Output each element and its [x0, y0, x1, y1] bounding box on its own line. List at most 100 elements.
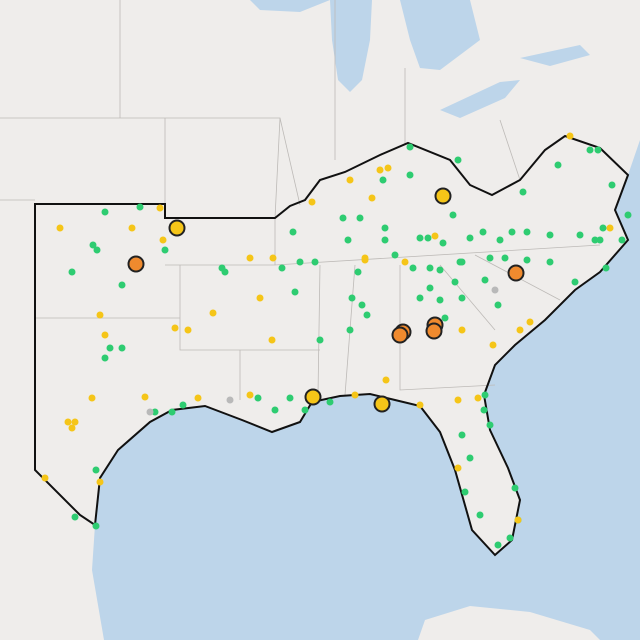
marker — [246, 391, 254, 399]
marker — [576, 231, 584, 239]
marker — [519, 188, 527, 196]
marker — [454, 464, 462, 472]
large-marker — [304, 388, 322, 406]
marker — [254, 394, 262, 402]
marker — [458, 431, 466, 439]
marker — [68, 424, 76, 432]
water — [92, 0, 640, 640]
marker — [161, 246, 169, 254]
marker — [71, 513, 79, 521]
marker — [221, 268, 229, 276]
marker — [316, 336, 324, 344]
large-marker — [425, 322, 443, 340]
lake-michigan — [330, 0, 372, 92]
marker — [151, 408, 159, 416]
marker — [546, 231, 554, 239]
marker — [451, 278, 459, 286]
marker — [118, 281, 126, 289]
marker — [194, 394, 202, 402]
marker — [416, 294, 424, 302]
marker — [354, 268, 362, 276]
large-marker — [373, 395, 391, 413]
marker — [379, 176, 387, 184]
marker — [458, 294, 466, 302]
marker — [171, 324, 179, 332]
lake-ontario — [520, 45, 590, 66]
marker — [358, 301, 366, 309]
marker — [481, 276, 489, 284]
marker — [441, 314, 449, 322]
marker — [566, 132, 574, 140]
marker — [88, 394, 96, 402]
marker — [426, 284, 434, 292]
marker — [368, 194, 376, 202]
marker — [401, 258, 409, 266]
marker — [209, 309, 217, 317]
marker — [271, 406, 279, 414]
marker — [480, 406, 488, 414]
marker — [141, 393, 149, 401]
large-marker — [168, 219, 186, 237]
marker — [606, 224, 614, 232]
marker — [136, 203, 144, 211]
marker — [64, 418, 72, 426]
marker — [409, 264, 417, 272]
marker — [68, 268, 76, 276]
marker — [348, 294, 356, 302]
marker — [101, 331, 109, 339]
marker — [466, 234, 474, 242]
marker — [489, 341, 497, 349]
marker — [159, 236, 167, 244]
marker — [494, 541, 502, 549]
marker — [474, 394, 482, 402]
marker — [431, 232, 439, 240]
marker — [246, 254, 254, 262]
marker — [268, 336, 276, 344]
marker — [92, 466, 100, 474]
ocean — [92, 140, 640, 640]
large-marker — [507, 264, 525, 282]
large-marker — [127, 255, 145, 273]
marker — [89, 241, 97, 249]
marker — [479, 228, 487, 236]
marker — [406, 171, 414, 179]
marker — [436, 296, 444, 304]
lake-superior — [250, 0, 330, 12]
marker — [599, 224, 607, 232]
marker — [436, 266, 444, 274]
marker — [376, 166, 384, 174]
marker — [278, 264, 286, 272]
marker — [449, 211, 457, 219]
marker — [382, 376, 390, 384]
marker — [96, 311, 104, 319]
lake-erie — [440, 80, 520, 118]
marker — [481, 391, 489, 399]
marker — [101, 208, 109, 216]
marker — [486, 421, 494, 429]
marker — [554, 161, 562, 169]
marker — [494, 301, 502, 309]
marker — [179, 401, 187, 409]
marker — [296, 258, 304, 266]
marker — [526, 318, 534, 326]
marker — [424, 234, 432, 242]
marker — [361, 254, 369, 262]
marker — [458, 326, 466, 334]
marker — [454, 156, 462, 164]
marker — [363, 311, 371, 319]
marker — [346, 176, 354, 184]
marker — [346, 326, 354, 334]
marker — [256, 294, 264, 302]
large-marker — [434, 187, 452, 205]
marker — [344, 236, 352, 244]
marker — [308, 198, 316, 206]
marker — [101, 354, 109, 362]
marker — [501, 254, 509, 262]
marker — [93, 246, 101, 254]
marker — [523, 256, 531, 264]
cuba — [418, 606, 600, 640]
marker — [602, 264, 610, 272]
marker — [608, 181, 616, 189]
